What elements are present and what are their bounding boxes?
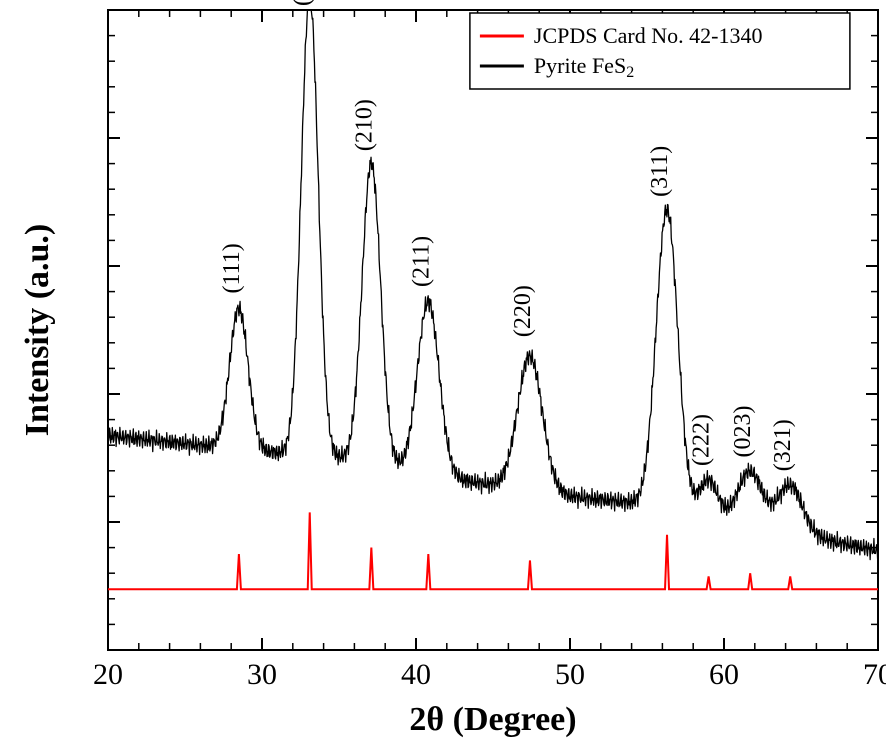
peak-label: (111) (219, 243, 245, 293)
svg-text:2θ (Degree): 2θ (Degree) (409, 701, 576, 738)
svg-text:40: 40 (401, 658, 431, 691)
svg-text:Intensity (a.u.): Intensity (a.u.) (19, 224, 56, 437)
legend-label: Pyrite FeS2 (534, 53, 634, 81)
peak-label: (222) (689, 414, 715, 466)
svg-text:70: 70 (863, 658, 886, 691)
peak-label: (220) (510, 285, 536, 337)
svg-text:50: 50 (555, 658, 585, 691)
peak-label: (321) (770, 419, 796, 471)
svg-text:20: 20 (93, 658, 123, 691)
xrd-chart: 20 30 40 50 60 70 2θ (Degree) Intensity (a.u.) (… (0, 0, 886, 747)
peak-label: (211) (408, 236, 434, 287)
chart-svg: 20 30 40 50 60 70 2θ (Degree) Intensity (a.u.) (… (0, 0, 886, 747)
svg-text:60: 60 (709, 658, 739, 691)
peak-label: (311) (647, 146, 673, 197)
svg-text:30: 30 (247, 658, 277, 691)
peak-label: (200) (290, 0, 316, 6)
legend-label: JCPDS Card No. 42-1340 (534, 23, 763, 48)
peak-label: (023) (730, 406, 756, 458)
peak-label: (210) (351, 99, 377, 151)
